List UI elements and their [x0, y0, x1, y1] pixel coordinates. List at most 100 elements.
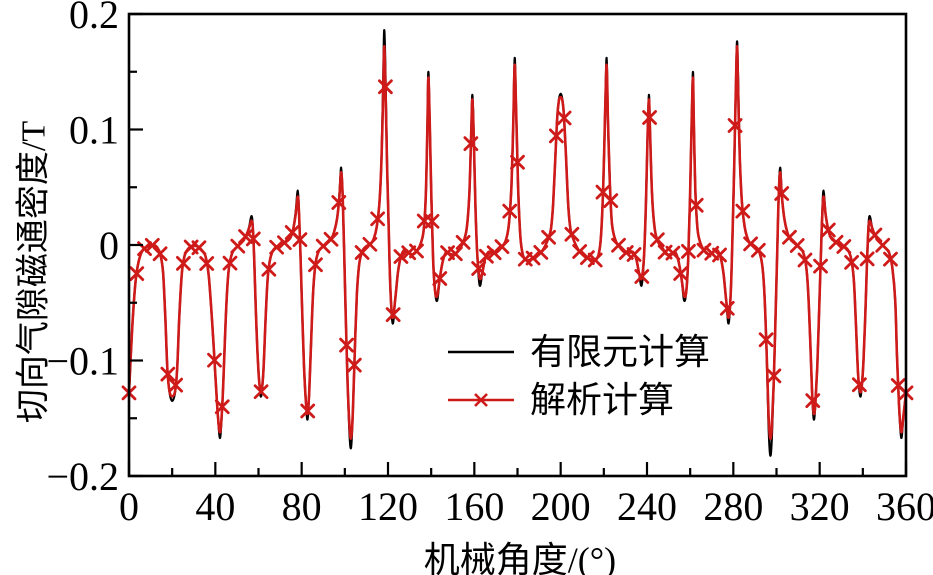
- y-tick-label: 0.1: [69, 108, 119, 153]
- x-marker: [681, 243, 696, 259]
- x-marker: [331, 195, 347, 210]
- x-tick-label: 360: [876, 484, 933, 529]
- x-marker: [603, 193, 619, 209]
- x-marker: [556, 110, 572, 126]
- y-tick-label: −0.1: [46, 339, 119, 384]
- x-marker: [160, 366, 176, 382]
- x-marker: [766, 368, 782, 384]
- y-tick-label: 0: [99, 223, 119, 268]
- x-marker: [339, 337, 354, 353]
- analytical-curve: [127, 44, 908, 440]
- x-marker: [292, 232, 308, 248]
- legend-label-analytical: 解析计算: [530, 380, 675, 420]
- x-marker: [673, 266, 689, 281]
- x-marker: [665, 245, 681, 261]
- x-marker: [370, 211, 386, 227]
- x-marker: [510, 154, 525, 170]
- x-tick-label: 320: [790, 484, 850, 529]
- x-tick-label: 80: [282, 484, 322, 529]
- x-marker: [253, 384, 269, 400]
- x-marker: [712, 247, 727, 263]
- x-marker: [883, 251, 898, 267]
- x-marker: [502, 203, 518, 219]
- x-marker: [199, 256, 215, 271]
- x-marker: [152, 246, 168, 262]
- x-tick-label: 160: [444, 484, 504, 529]
- y-tick-label: −0.2: [46, 454, 119, 499]
- x-marker: [168, 377, 184, 393]
- x-marker: [548, 128, 564, 144]
- x-marker: [688, 197, 704, 213]
- x-tick-label: 120: [358, 484, 418, 529]
- legend-line-analytical-icon: [448, 393, 514, 407]
- x-marker: [727, 118, 743, 133]
- x-marker: [432, 271, 448, 286]
- x-tick-label: 240: [617, 484, 677, 529]
- x-marker: [541, 229, 556, 245]
- x-marker: [300, 403, 316, 419]
- legend-line-fem-icon: [448, 350, 514, 354]
- x-marker: [222, 255, 238, 271]
- x-marker: [844, 254, 860, 270]
- x-marker: [245, 231, 261, 247]
- x-marker: [175, 255, 191, 271]
- x-marker: [533, 244, 549, 260]
- y-axis-title: 切向气隙磁通密度/T: [15, 120, 53, 424]
- legend: 有限元计算 解析计算: [446, 329, 710, 423]
- x-marker: [836, 239, 852, 254]
- x-tick-label: 280: [703, 484, 763, 529]
- x-marker: [758, 332, 774, 348]
- x-tick-label: 40: [195, 484, 235, 529]
- legend-label-fem: 有限元计算: [530, 332, 711, 372]
- x-marker: [875, 237, 891, 253]
- x-marker: [214, 399, 230, 415]
- x-marker: [813, 258, 828, 274]
- x-marker: [362, 236, 378, 252]
- x-marker: [238, 229, 253, 244]
- x-marker: [455, 234, 471, 250]
- x-marker: [828, 234, 844, 250]
- legend-item-analytical: 解析计算: [446, 377, 710, 423]
- x-marker: [750, 242, 766, 258]
- x-marker: [642, 110, 657, 125]
- x-marker: [867, 227, 883, 243]
- x-marker: [820, 222, 836, 238]
- x-marker: [805, 393, 821, 409]
- analytical-markers: [121, 79, 914, 419]
- x-marker: [261, 261, 277, 277]
- x-tick-label: 200: [531, 484, 591, 529]
- axis-ticks: [127, 12, 908, 478]
- x-marker: [626, 247, 642, 262]
- x-marker: [789, 238, 805, 253]
- x-marker: [424, 213, 440, 229]
- x-marker: [269, 239, 285, 255]
- x-marker: [385, 307, 401, 323]
- x-marker: [774, 186, 790, 201]
- x-tick-label: 0: [119, 484, 139, 529]
- legend-item-fem: 有限元计算: [446, 329, 710, 375]
- x-marker: [851, 377, 867, 393]
- x-marker: [463, 136, 479, 152]
- x-marker: [735, 203, 751, 219]
- x-marker: [696, 242, 712, 258]
- x-marker: [587, 252, 603, 268]
- x-marker: [207, 352, 222, 368]
- x-marker: [494, 239, 510, 255]
- x-marker: [525, 250, 541, 266]
- x-marker: [378, 79, 393, 95]
- x-marker: [564, 226, 580, 242]
- x-marker: [479, 248, 494, 264]
- y-tick-label: 0.2: [69, 0, 119, 37]
- x-marker: [859, 251, 875, 267]
- x-marker: [308, 257, 323, 273]
- x-marker: [393, 249, 409, 264]
- x-marker: [797, 252, 813, 268]
- x-axis-title: 机械角度/(°): [423, 540, 617, 575]
- x-marker: [649, 232, 665, 248]
- x-marker: [471, 261, 487, 276]
- x-marker: [346, 357, 362, 373]
- x-marker: [409, 243, 424, 259]
- x-marker: [719, 300, 735, 316]
